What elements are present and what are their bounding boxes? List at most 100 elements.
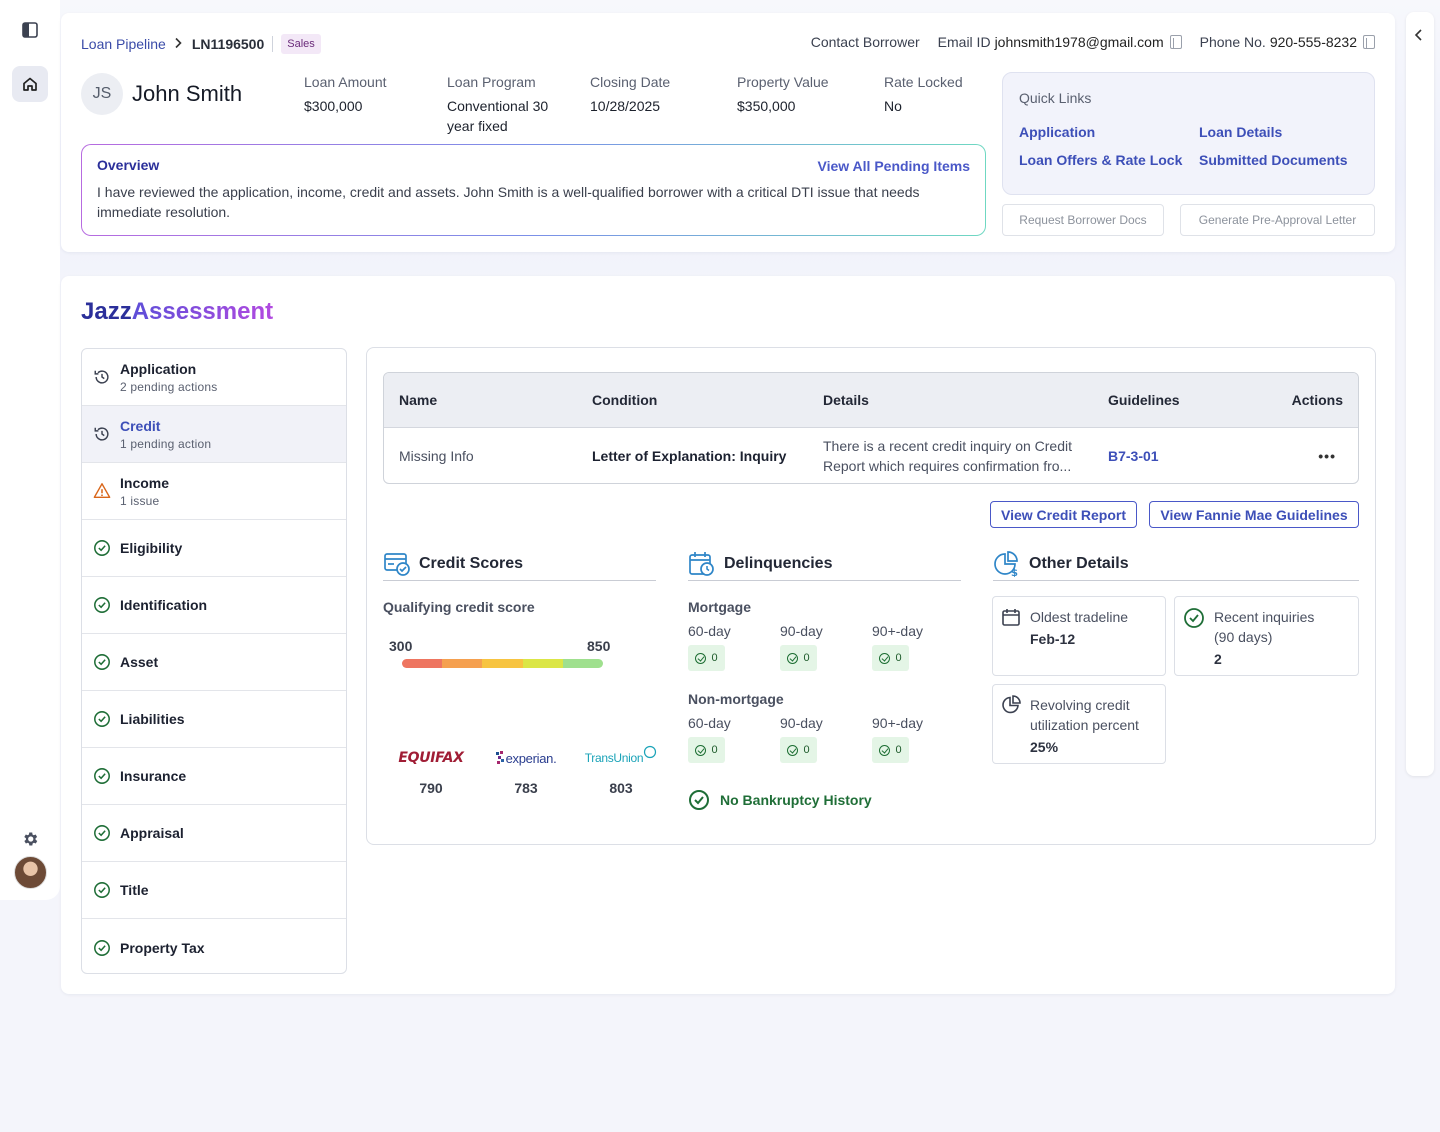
avatar[interactable] xyxy=(14,856,47,889)
sidebar-item-credit[interactable]: Credit 1 pending action xyxy=(82,406,346,463)
recent-inquiries-label-2: (90 days) xyxy=(1214,629,1273,645)
non-mortgage-90plus-count: 0 xyxy=(872,737,909,763)
revolving-utilization-card: Revolving credit utilization percent 25% xyxy=(992,684,1166,764)
mortgage-col-90plus: 90+-day xyxy=(872,623,923,639)
quick-link-application[interactable]: Application xyxy=(1019,124,1096,140)
quick-link-loan-details[interactable]: Loan Details xyxy=(1199,124,1283,140)
sidebar-item-label: Income xyxy=(120,474,170,491)
sidebar-toggle-icon[interactable] xyxy=(12,12,48,48)
sidebar-item-label: Credit xyxy=(120,417,161,434)
breadcrumb-loan-pipeline[interactable]: Loan Pipeline xyxy=(81,36,166,52)
oldest-tradeline-value: Feb-12 xyxy=(1030,631,1076,647)
row-details-line: Report which requires confirmation fro..… xyxy=(823,458,1072,474)
sidebar-item-insurance[interactable]: Insurance xyxy=(82,748,346,805)
assessment-sidebar: Application 2 pending actions Credit 1 pend… xyxy=(81,348,347,974)
metric-loan-amount: Loan Amount $300,000 xyxy=(304,74,434,116)
sidebar-item-liabilities[interactable]: Liabilities xyxy=(82,691,346,748)
guideline-link[interactable]: B7-3-01 xyxy=(1108,448,1159,464)
sidebar-item-asset[interactable]: Asset xyxy=(82,634,346,691)
no-bankruptcy-label: No Bankruptcy History xyxy=(720,792,872,808)
check-circle-icon xyxy=(1183,607,1205,665)
bureau-equifax: EQUIFAX 790 xyxy=(383,746,479,796)
no-bankruptcy: No Bankruptcy History xyxy=(688,789,872,811)
generate-pre-approval-button[interactable]: Generate Pre-Approval Letter xyxy=(1180,204,1375,236)
col-guidelines: Guidelines xyxy=(1108,392,1180,408)
svg-text:$: $ xyxy=(1011,568,1018,577)
sidebar-item-label: Insurance xyxy=(120,768,187,784)
quick-link-loan-offers[interactable]: Loan Offers & Rate Lock xyxy=(1019,152,1183,168)
table-header: Name Condition Details Guidelines Action… xyxy=(384,373,1358,428)
request-borrower-docs-button[interactable]: Request Borrower Docs xyxy=(1002,204,1164,236)
home-icon[interactable] xyxy=(12,66,48,102)
quick-link-submitted-docs[interactable]: Submitted Documents xyxy=(1199,152,1348,168)
contact-bar: Contact Borrower Email ID johnsmith1978@… xyxy=(793,34,1375,50)
brand-part-2: Assessment xyxy=(131,298,274,325)
gear-icon[interactable] xyxy=(12,821,48,857)
check-circle-icon xyxy=(695,652,707,664)
quick-links-panel: Quick Links Application Loan Details Loa… xyxy=(1002,72,1375,195)
row-condition: Letter of Explanation: Inquiry xyxy=(592,448,787,464)
sidebar-item-sub: 2 pending actions xyxy=(120,379,218,394)
assessment-title: JazzAssessment xyxy=(81,298,273,326)
chevron-right-icon xyxy=(174,36,182,52)
revolving-value: 25% xyxy=(1030,739,1059,755)
left-rail xyxy=(0,0,60,900)
check-circle-icon xyxy=(93,539,111,557)
other-details-header: $ Other Details xyxy=(993,548,1359,581)
calendar-icon xyxy=(1001,607,1021,665)
col-details: Details xyxy=(823,392,869,408)
score-max: 850 xyxy=(587,638,611,654)
metric-value: 10/28/2025 xyxy=(590,98,661,114)
score-bar-segment xyxy=(442,659,483,668)
experian-logo: experian. xyxy=(478,746,574,770)
non-mortgage-col-90: 90-day xyxy=(780,715,823,731)
delinquencies-header: Delinquencies xyxy=(688,548,961,581)
copy-icon[interactable] xyxy=(1169,35,1182,49)
metric-loan-program: Loan Program Conventional 30 year fixed xyxy=(447,74,567,136)
sidebar-item-sub: 1 pending action xyxy=(120,436,212,451)
sidebar-item-label: Title xyxy=(120,882,149,898)
check-circle-icon xyxy=(879,652,891,664)
email-info: Email ID johnsmith1978@gmail.com xyxy=(938,34,1182,50)
overview-text: I have reviewed the application, income,… xyxy=(97,184,920,220)
sidebar-item-identification[interactable]: Identification xyxy=(82,577,346,634)
mortgage-60-count: 0 xyxy=(688,645,725,671)
row-details-line: There is a recent credit inquiry on Cred… xyxy=(823,438,1072,454)
more-actions-icon[interactable]: ••• xyxy=(1318,448,1336,464)
metric-closing-date: Closing Date 10/28/2025 xyxy=(590,74,720,116)
view-all-pending-link[interactable]: View All Pending Items xyxy=(817,158,970,174)
brand-part-1: Jazz xyxy=(81,298,132,325)
check-circle-icon xyxy=(879,744,891,756)
sidebar-item-title[interactable]: Title xyxy=(82,862,346,919)
copy-icon[interactable] xyxy=(1363,35,1375,49)
metric-rate-locked: Rate Locked No xyxy=(884,74,984,116)
revolving-label-2: utilization percent xyxy=(1030,717,1139,733)
sidebar-item-property-tax[interactable]: Property Tax xyxy=(82,919,346,973)
score-bar-segment xyxy=(522,659,563,668)
metric-label: Loan Amount xyxy=(304,74,387,90)
check-circle-icon xyxy=(688,789,710,811)
calendar-clock-icon xyxy=(688,551,716,577)
assessment-card: JazzAssessment Application 2 pending acti… xyxy=(61,276,1395,994)
check-circle-icon xyxy=(93,824,111,842)
sidebar-item-eligibility[interactable]: Eligibility xyxy=(82,520,346,577)
recent-inquiries-value: 2 xyxy=(1214,651,1222,667)
sidebar-item-appraisal[interactable]: Appraisal xyxy=(82,805,346,862)
row-name: Missing Info xyxy=(399,448,474,464)
right-collapse-rail[interactable] xyxy=(1406,12,1434,776)
credit-card-check-icon xyxy=(383,551,411,577)
pie-chart-icon xyxy=(1001,695,1021,753)
revolving-label: Revolving credit xyxy=(1030,697,1130,713)
oldest-tradeline-label: Oldest tradeline xyxy=(1030,609,1129,625)
sidebar-item-application[interactable]: Application 2 pending actions xyxy=(82,349,346,406)
sidebar-item-label: Liabilities xyxy=(120,711,185,727)
contact-borrower-link[interactable]: Contact Borrower xyxy=(810,34,920,50)
check-circle-icon xyxy=(93,710,111,728)
score-min: 300 xyxy=(389,638,413,654)
view-fannie-mae-button[interactable]: View Fannie Mae Guidelines xyxy=(1149,501,1359,528)
sidebar-item-income[interactable]: Income 1 issue xyxy=(82,463,346,520)
view-credit-report-button[interactable]: View Credit Report xyxy=(990,501,1137,528)
check-circle-icon xyxy=(695,744,707,756)
chevron-left-icon[interactable] xyxy=(1414,28,1424,47)
transunion-logo: TransUnion xyxy=(573,745,669,770)
